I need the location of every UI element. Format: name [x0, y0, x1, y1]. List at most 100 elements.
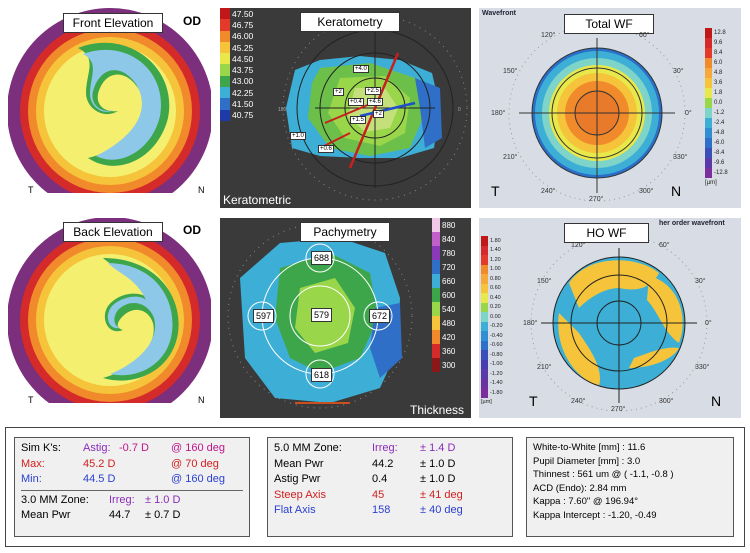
keratometry-caption: Keratometric [223, 193, 292, 207]
ho-wf-scale: 1.80 1.40 1.20 1.00 0.80 0.60 0.40 0.20 … [481, 236, 515, 407]
tw-scale-row: -12.8 [705, 168, 739, 178]
k-scale-row: 43.00 [220, 75, 262, 88]
k-scale-row: 47.50 [220, 8, 262, 20]
front-elevation-title: Front Elevation [63, 13, 163, 33]
max-label: Max: [21, 457, 45, 470]
tw-angle-0: 0° [685, 110, 692, 117]
p-scale-row: 360 [432, 344, 471, 358]
k-scale-row: 40.75 [220, 109, 262, 121]
sim-k-max-row: Max: 45.2 D @ 70 deg [21, 457, 243, 473]
min-value: 44.5 D [83, 473, 116, 485]
ho-angle-60: 60° [659, 242, 670, 249]
front-elevation-t-label: T [28, 185, 34, 195]
tw-scale-row: -4.8 [705, 128, 739, 138]
zone3-mean-row: Mean Pwr 44.7 ± 0.7 D [21, 508, 243, 524]
zone5-astig-row: Astig Pwr 0.4 ± 1.0 D [274, 472, 506, 488]
tw-angle-180: 180° [491, 110, 506, 117]
pachy-reading-center: 579 [311, 308, 333, 322]
flat-axis-value: 158 [372, 504, 391, 516]
zone5-label: 5.0 MM Zone: [274, 442, 342, 454]
flat-axis-pm: ± 40 deg [420, 504, 463, 516]
sim-k-box: Sim K's: Astig: -0.7 D @ 160 deg Max: 45… [14, 437, 250, 537]
flat-axis-label: Flat Axis [274, 504, 316, 516]
ho-scale-row: 1.00 [481, 264, 515, 274]
back-elevation-map [8, 218, 211, 418]
ho-scale-row: 1.20 [481, 255, 515, 265]
astig-value: -0.7 D [119, 442, 149, 454]
total-wf-header: Wavefront [482, 10, 516, 17]
zone3-irreg-label: Irreg: [109, 493, 135, 506]
p-scale-row: 480 [432, 316, 471, 330]
tw-scale-row: -6.0 [705, 138, 739, 148]
sim-k-label: Sim K's: [21, 442, 61, 454]
pachy-reading-bottom: 618 [311, 368, 333, 382]
front-elevation-n-label: N [198, 185, 205, 195]
p-scale-row: 420 [432, 330, 471, 344]
p-scale-row: 300 [432, 358, 471, 372]
tw-angle-240: 240° [541, 188, 556, 195]
steep-axis-pm: ± 41 deg [420, 488, 463, 501]
tw-scale-row: 12.8 [705, 28, 739, 38]
zone3-mean-pm: ± 0.7 D [145, 509, 181, 521]
k-marker: +2 [373, 110, 384, 118]
k-scale-row: 42.25 [220, 87, 262, 99]
thinnest-text: Thinnest : 561 um @ ( -1.1, -0.8 ) [533, 469, 674, 480]
pachymetry-caption: Thickness [410, 403, 465, 417]
tw-angle-210: 210° [503, 154, 518, 161]
zone5-astig-value: 0.4 [372, 473, 388, 485]
zone5-irreg-row: 5.0 MM Zone: Irreg: ± 1.4 D [274, 441, 506, 457]
ho-wf-title: HO WF [564, 223, 649, 243]
back-elevation-n-label: N [198, 395, 205, 405]
ho-angle-210: 210° [537, 364, 552, 371]
tw-scale-row: 3.6 [705, 78, 739, 88]
sim-k-min-row: Min: 44.5 D @ 160 deg [21, 472, 243, 488]
total-wf-title: Total WF [564, 14, 654, 34]
total-wf-scale: 12.8 9.6 8.4 6.0 4.8 3.6 1.8 0.0 -1.2 -2… [705, 28, 739, 188]
zone5-box: 5.0 MM Zone: Irreg: ± 1.4 D Mean Pwr 44.… [267, 437, 513, 537]
acd-text: ACD (Endo): 2.84 mm [533, 482, 627, 494]
tw-scale-unit: [µm] [705, 180, 717, 186]
astig-label: Astig: [83, 442, 111, 454]
sim-k-separator [21, 489, 243, 491]
pachymetry-panel: Pachymetry 688 579 597 672 618 Thickness… [220, 218, 471, 418]
k-marker: +0.4 [348, 98, 364, 106]
keratometry-title: Keratometry [300, 12, 400, 32]
zone3-irreg-row: 3.0 MM Zone: Irreg: ± 1.0 D [21, 493, 243, 509]
steep-axis-label: Steep Axis [274, 488, 326, 501]
kappa-text: Kappa : 7.60" @ 196.94° [533, 496, 639, 507]
p-scale-row: 880 [432, 218, 471, 232]
back-elevation-panel: Back Elevation OD T N [8, 218, 211, 418]
ho-scale-row: 0.80 [481, 274, 515, 284]
keratometry-panel: 900180 47.50 46.75 46.00 45.25 44.50 43.… [220, 8, 471, 208]
zone5-mean-pm: ± 1.0 D [420, 457, 456, 470]
zone3-mean-label: Mean Pwr [21, 509, 71, 521]
zone5-astig-pm: ± 1.0 D [420, 473, 456, 485]
ho-wf-map [530, 234, 708, 412]
k-scale-row: 46.00 [220, 30, 262, 42]
total-wf-panel: Wavefront Total WF 120° 60° 150° 30° 180… [479, 8, 741, 208]
ho-scale-row: 1.40 [481, 245, 515, 255]
p-scale-row: 780 [432, 246, 471, 260]
k-scale-row: 46.75 [220, 19, 262, 31]
tw-angle-60: 60° [639, 32, 650, 39]
ho-angle-120: 120° [571, 242, 586, 249]
pupil-text: Pupil Diameter [mm] : 3.0 [533, 455, 641, 467]
ho-scale-row: 0.20 [481, 302, 515, 312]
total-wf-t-label: T [491, 183, 500, 199]
k-marker: +0.6 [318, 145, 334, 153]
zone3-label: 3.0 MM Zone: [21, 493, 89, 506]
ho-scale-row: 0.00 [481, 312, 515, 322]
ho-wf-t-label: T [529, 393, 538, 409]
tw-scale-row: 8.4 [705, 48, 739, 58]
zone5-mean-label: Mean Pwr [274, 457, 324, 470]
total-wf-n-label: N [671, 183, 682, 199]
back-elevation-t-label: T [28, 395, 34, 405]
ho-angle-270: 270° [611, 406, 626, 413]
tw-angle-270: 270° [589, 196, 604, 203]
ho-angle-0: 0° [705, 320, 712, 327]
k-marker: +1.0 [290, 132, 306, 140]
tw-scale-row: -8.4 [705, 148, 739, 158]
tw-scale-row: 9.6 [705, 38, 739, 48]
ho-scale-row: -0.20 [481, 321, 515, 331]
ho-angle-180: 180° [523, 320, 538, 327]
